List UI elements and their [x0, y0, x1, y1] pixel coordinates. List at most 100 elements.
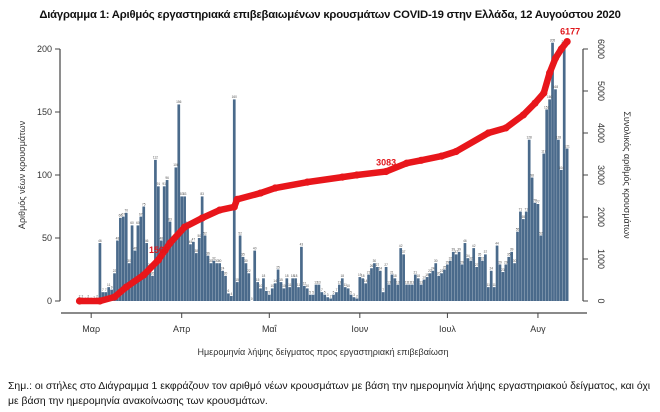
bar-data-label: 60 — [136, 221, 140, 225]
bar-data-label: 5 — [333, 291, 335, 295]
bar — [519, 211, 522, 301]
chart-note: Σημ.: οι στήλες στο Διάγραμμα 1 εκφράζου… — [8, 381, 651, 407]
bar-data-label: 46 — [145, 239, 149, 243]
cumulative-line — [76, 38, 571, 305]
bar — [326, 297, 330, 301]
bar-data-label: 24 — [221, 267, 225, 271]
right-axis-tick-label: 1000 — [596, 249, 606, 269]
bar-data-label: 11 — [487, 283, 491, 287]
bar — [562, 43, 566, 302]
bar-data-label: 77 — [536, 200, 540, 204]
bar — [282, 288, 286, 301]
bar — [507, 256, 511, 301]
bar-data-label: 12 — [303, 282, 307, 286]
bar — [551, 42, 554, 301]
bar-data-label: 60 — [130, 221, 134, 225]
bar-data-label: 10 — [259, 284, 263, 288]
bar-data-label: 15 — [279, 278, 283, 282]
bar-data-label: 5 — [324, 291, 326, 295]
bar — [565, 148, 569, 301]
bar-data-label: 21 — [390, 270, 394, 274]
bar-data-label: 39 — [457, 248, 461, 252]
bar — [399, 248, 403, 301]
cumulative-point — [256, 189, 265, 197]
bar-data-label: 13 — [419, 280, 423, 284]
bar-data-label: 30 — [513, 259, 517, 263]
bar-data-label: 13 — [411, 280, 415, 284]
bar-data-label: 23 — [501, 268, 505, 272]
bar — [431, 270, 435, 301]
bar — [136, 225, 140, 301]
cumulative-point — [198, 214, 206, 222]
bar — [533, 202, 537, 301]
bar — [329, 298, 332, 301]
bar-data-label: 24 — [378, 267, 382, 271]
bar-data-label: 27 — [475, 263, 479, 267]
bar-data-label: 13 — [314, 280, 318, 284]
bar-data-label: 98 — [530, 173, 534, 177]
bar-data-label: 18 — [416, 274, 420, 278]
bar — [521, 219, 525, 301]
bar — [408, 284, 411, 301]
bar — [352, 297, 356, 301]
bar-data-label: 32 — [212, 256, 216, 260]
bar — [343, 287, 347, 301]
bar — [279, 282, 283, 301]
bar-data-label: 15 — [256, 278, 260, 282]
bar-data-label: 128 — [527, 136, 533, 140]
bar-data-label: 38 — [195, 249, 199, 253]
bar — [411, 284, 414, 301]
bar — [346, 288, 350, 301]
bar-data-label: 11 — [344, 283, 348, 287]
bar-data-label: 39 — [510, 248, 514, 252]
bar-data-label: 2 — [79, 294, 81, 298]
bar-data-label: 37 — [484, 250, 488, 254]
bar — [101, 292, 105, 301]
bar — [384, 266, 388, 301]
bar-data-label: 117 — [541, 149, 546, 153]
bar-data-label: 29 — [498, 260, 502, 264]
bar — [311, 294, 315, 301]
bar-data-label: 7 — [321, 288, 323, 292]
bar — [323, 294, 327, 301]
bar-data-label: 32 — [469, 256, 473, 260]
bar-data-label: 67 — [122, 212, 126, 216]
bar — [224, 275, 227, 301]
bar-data-label: 10 — [346, 284, 350, 288]
bar — [113, 273, 116, 301]
bar — [542, 153, 546, 301]
bar — [285, 278, 289, 301]
bar — [302, 285, 306, 301]
bar-data-label: 83 — [180, 192, 184, 196]
bar-data-label: 20 — [151, 272, 155, 276]
bar — [130, 225, 134, 301]
bar-data-label: 19 — [425, 273, 429, 277]
bar — [119, 217, 122, 301]
bar — [297, 287, 300, 301]
bar-data-label: 5 — [268, 291, 270, 295]
bar — [262, 278, 265, 301]
bar — [200, 196, 204, 301]
cumulative-point — [531, 99, 539, 107]
cumulative-point — [181, 223, 189, 231]
bar-data-label: 35 — [507, 253, 511, 257]
bar-data-label: 18 — [262, 274, 266, 278]
bar — [162, 186, 166, 301]
bar — [192, 241, 195, 301]
bar — [300, 246, 303, 301]
bar-data-label: 65 — [522, 215, 526, 219]
bar-data-label: 17 — [422, 275, 426, 279]
bar — [229, 295, 233, 301]
cumulative-point — [551, 54, 560, 62]
bar — [448, 260, 452, 301]
cumulative-point — [540, 89, 548, 97]
bar-data-label: 13 — [317, 280, 321, 284]
bar-data-label: 30 — [209, 259, 213, 263]
bar-data-label: 83 — [200, 192, 204, 196]
right-axis-tick-label: 5000 — [596, 81, 606, 101]
bar — [513, 263, 516, 301]
bar — [332, 294, 335, 301]
bar — [215, 263, 219, 301]
bar — [256, 282, 259, 301]
bar — [235, 282, 239, 301]
